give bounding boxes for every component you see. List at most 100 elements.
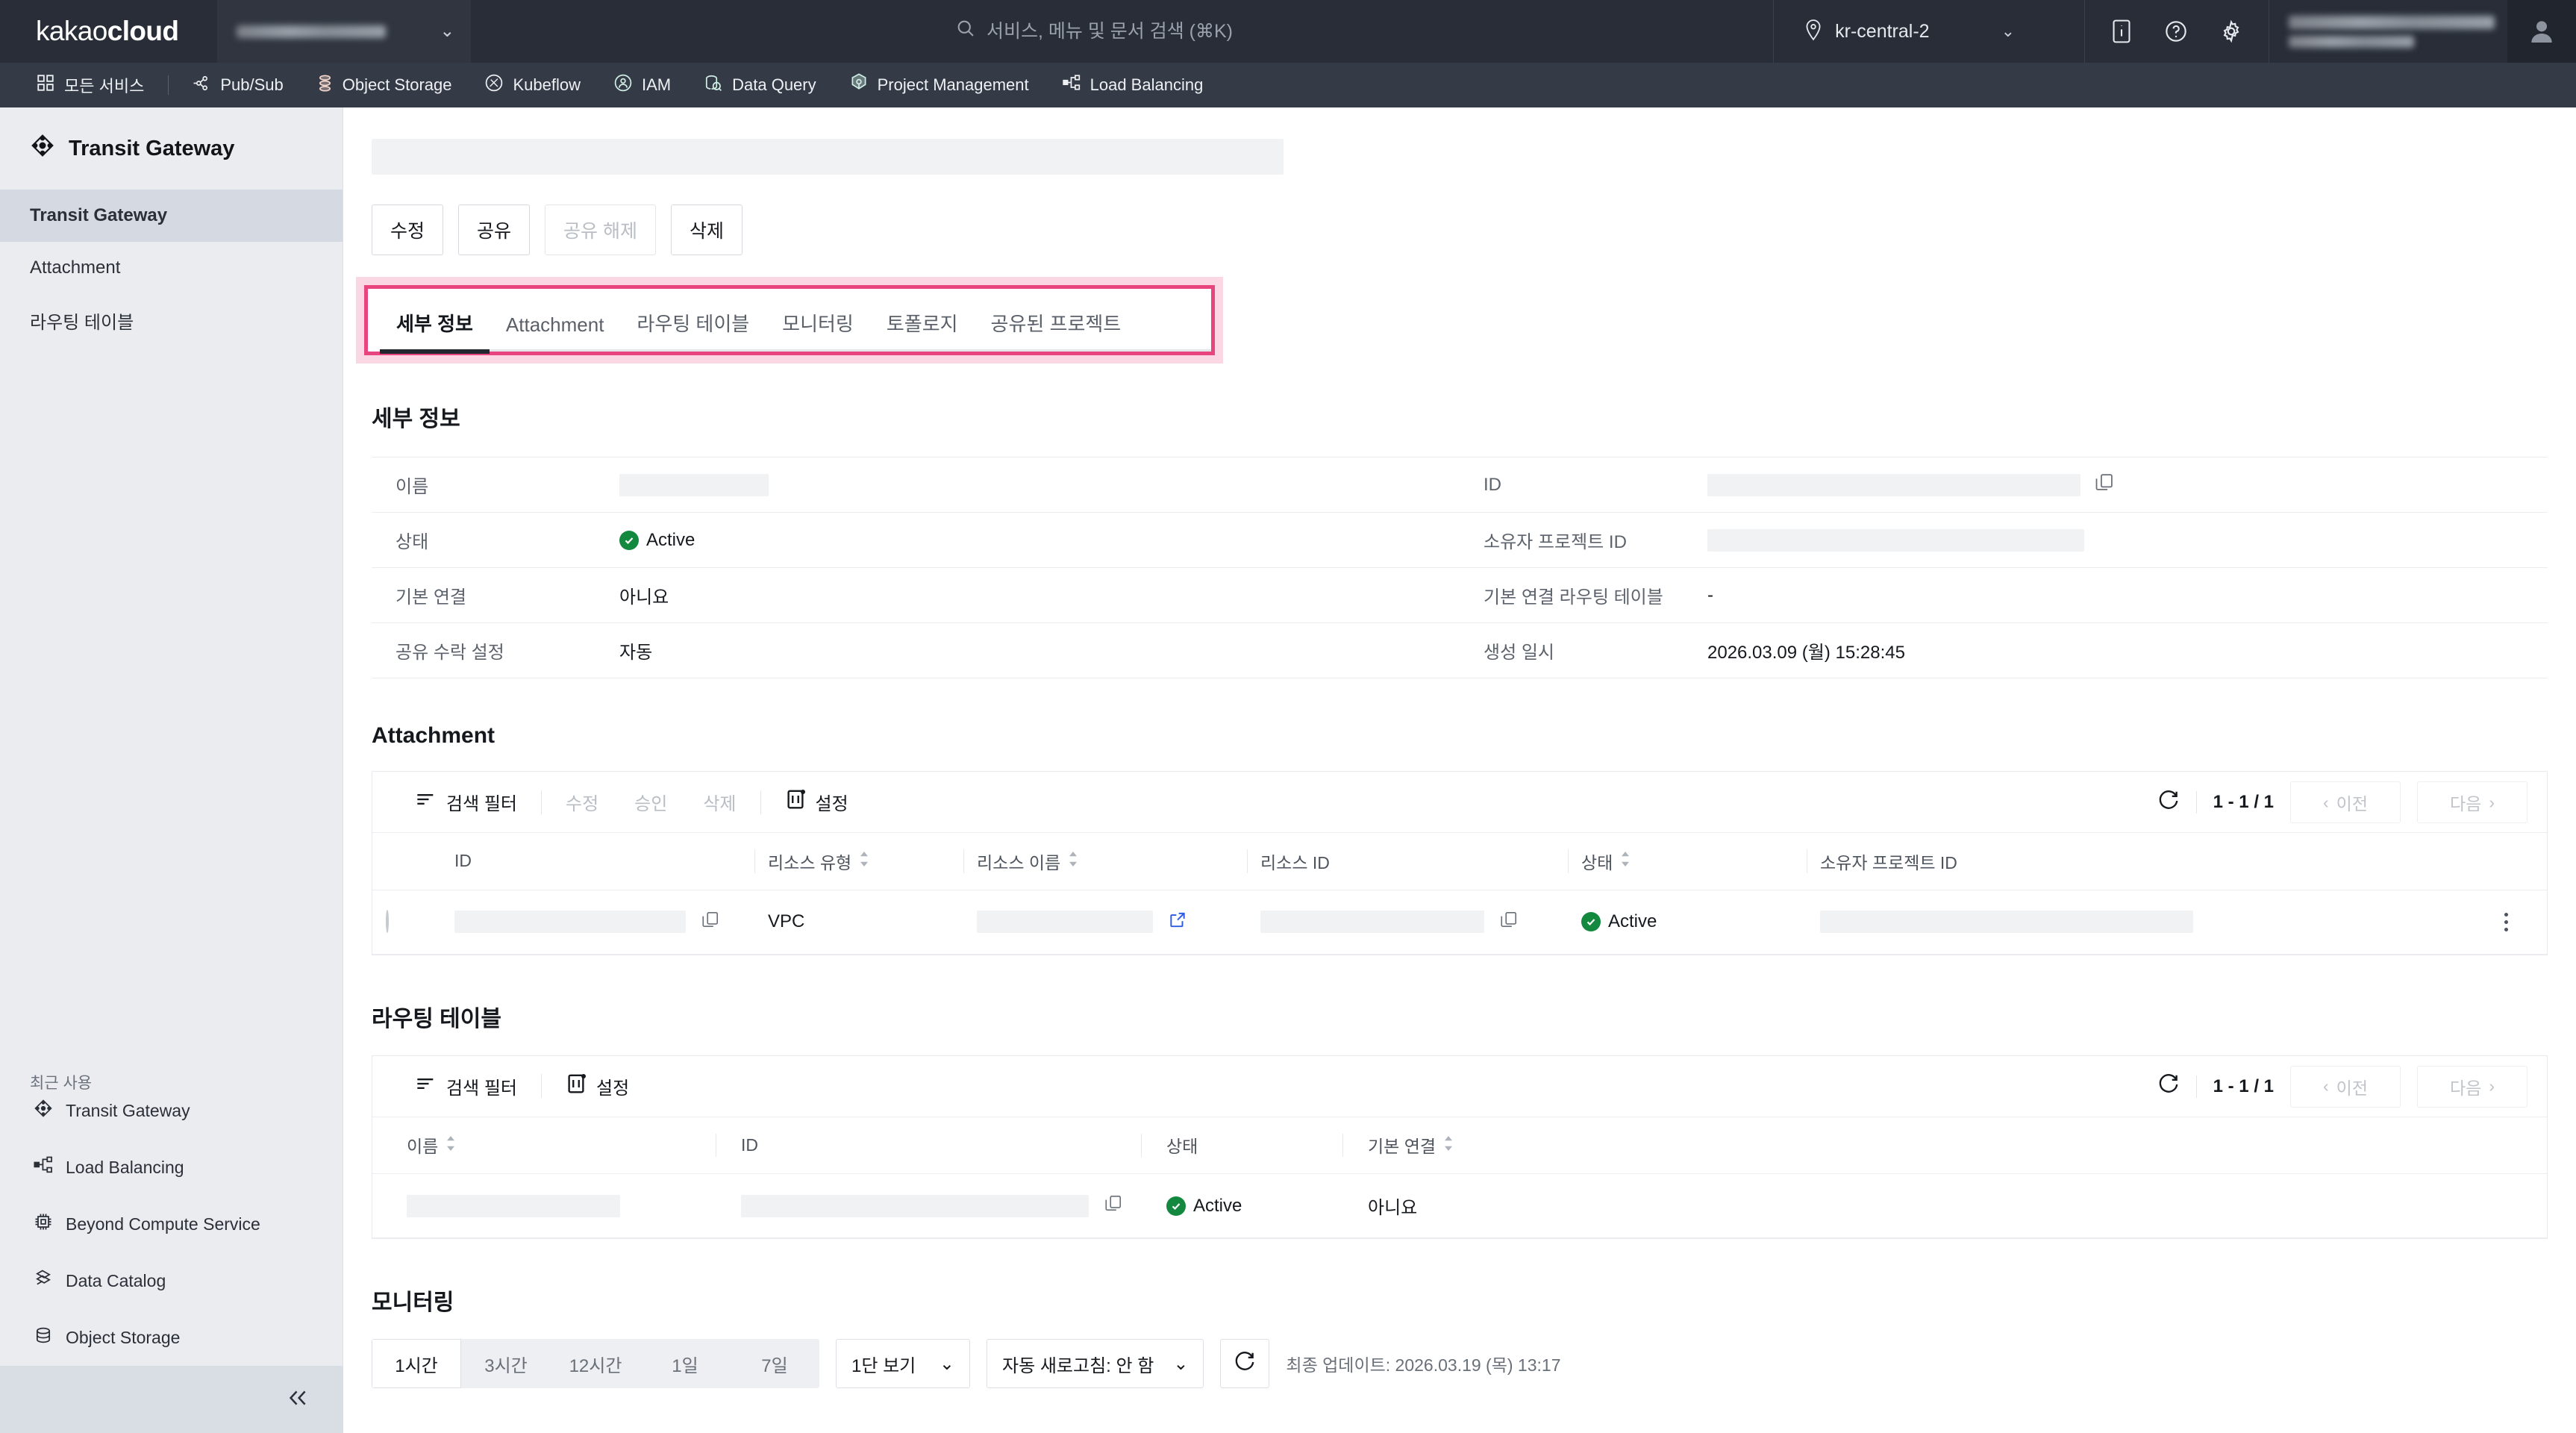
recent-item-transit-gateway[interactable]: Transit Gateway (0, 1082, 343, 1139)
cell-default-association: 아니요 (1342, 1173, 2547, 1238)
range-1d[interactable]: 1일 (672, 1355, 698, 1376)
region-selector[interactable]: kr-central-2 ⌄ (1773, 0, 2045, 63)
routing-table-panel: 검색 필터 설정 (372, 1055, 2548, 1239)
project-selector[interactable]: ⌄ (217, 0, 472, 63)
prev-label: 이전 (2336, 794, 2368, 814)
cell-row-actions[interactable] (2465, 890, 2547, 955)
search-filter-button[interactable]: 검색 필터 (398, 789, 535, 815)
copy-icon[interactable] (1104, 1193, 1123, 1218)
copy-icon[interactable] (701, 910, 720, 934)
tab-details[interactable]: 세부 정보 (380, 309, 490, 354)
cell-value-redacted (741, 1194, 1089, 1217)
recent-used-list: Transit Gateway Load Balancing Beyond Co… (0, 1082, 343, 1366)
info-doc-icon[interactable] (2110, 19, 2133, 44)
service-item-pubsub[interactable]: Pub/Sub (176, 63, 299, 107)
cell-value-redacted (977, 911, 1153, 933)
th-resource-type[interactable]: 리소스 유형 (754, 833, 963, 890)
chevron-down-icon: ⌄ (440, 21, 455, 41)
sidebar-item-label: Transit Gateway (30, 205, 168, 225)
header-icon-group (2084, 0, 2269, 63)
chevron-right-icon: › (2489, 792, 2495, 812)
service-item-project-management[interactable]: Project Management (833, 63, 1045, 107)
range-3h[interactable]: 3시간 (484, 1355, 528, 1376)
routing-table-settings-button[interactable]: 설정 (548, 1073, 647, 1100)
tab-attachment[interactable]: Attachment (505, 313, 604, 336)
th-default-association[interactable]: 기본 연결 (1342, 1117, 2547, 1174)
service-item-kubeflow[interactable]: Kubeflow (468, 63, 597, 107)
sort-icon (446, 1135, 456, 1155)
time-range-segmented: 1시간 3시간 12시간 1일 7일 (372, 1339, 819, 1388)
gear-icon[interactable] (2219, 19, 2243, 43)
all-services-button[interactable]: 모든 서비스 (19, 63, 160, 107)
range-1h[interactable]: 1시간 (372, 1339, 461, 1388)
search-filter-button[interactable]: 검색 필터 (398, 1073, 535, 1099)
settings-label: 설정 (596, 1078, 630, 1099)
row-select-cell[interactable] (372, 890, 441, 955)
account-info[interactable] (2269, 0, 2507, 63)
tab-routing-table[interactable]: 라우팅 테이블 (637, 313, 750, 335)
refresh-icon[interactable] (2157, 1073, 2180, 1099)
copy-icon[interactable] (2094, 472, 2115, 498)
copy-icon[interactable] (1499, 910, 1519, 934)
sidebar-item-routing-table[interactable]: 라우팅 테이블 (0, 294, 343, 346)
monitoring-refresh-button[interactable] (1220, 1339, 1270, 1388)
table-row[interactable]: Active 아니요 (372, 1173, 2547, 1238)
refresh-icon[interactable] (2157, 790, 2180, 816)
tab-shared-projects[interactable]: 공유된 프로젝트 (990, 313, 1122, 335)
column-view-select[interactable]: 1단 보기 ⌄ (836, 1339, 970, 1388)
transit-gateway-icon (30, 133, 55, 164)
service-item-iam[interactable]: IAM (597, 63, 687, 107)
recent-item-beyond-compute-service[interactable]: Beyond Compute Service (0, 1196, 343, 1252)
sort-icon (1620, 851, 1631, 871)
detail-value: 자동 (619, 643, 653, 663)
detail-label: 이름 (396, 477, 429, 497)
detail-value: - (1707, 584, 1713, 605)
th-name[interactable]: 이름 (372, 1117, 716, 1174)
table-row[interactable]: VPC (372, 890, 2547, 955)
service-label: Data Query (732, 75, 816, 94)
edit-button[interactable]: 수정 (372, 205, 444, 255)
service-item-object-storage[interactable]: Object Storage (300, 63, 469, 107)
global-search[interactable]: 서비스, 메뉴 및 문서 검색 (⌘K) (955, 16, 1233, 43)
help-icon[interactable] (2164, 19, 2188, 43)
chevron-down-icon: ⌄ (2001, 22, 2015, 40)
search-placeholder: 서비스, 메뉴 및 문서 검색 (⌘K) (987, 21, 1234, 42)
range-7d[interactable]: 7일 (761, 1355, 788, 1376)
kakaocloud-logo[interactable]: kakaocloud (36, 16, 179, 47)
avatar[interactable] (2507, 0, 2576, 63)
detail-row-owner-project-id: 소유자 프로젝트 ID (1460, 513, 2548, 568)
sidebar-collapse-button[interactable] (0, 1366, 343, 1433)
tab-bar: 세부 정보 Attachment 라우팅 테이블 모니터링 토폴로지 공유된 프… (368, 289, 1211, 354)
load-balancing-icon (33, 1155, 54, 1179)
recent-item-load-balancing[interactable]: Load Balancing (0, 1139, 343, 1196)
settings-columns-icon (785, 788, 806, 816)
sidebar-item-transit-gateway[interactable]: Transit Gateway (0, 190, 343, 242)
service-item-load-balancing[interactable]: Load Balancing (1045, 63, 1220, 107)
share-button[interactable]: 공유 (458, 205, 531, 255)
detail-row-name: 이름 (372, 458, 1460, 513)
th-owner-project-id: 소유자 프로젝트 ID (1807, 833, 2465, 890)
delete-button[interactable]: 삭제 (670, 205, 743, 255)
auto-refresh-select[interactable]: 자동 새로고침: 안 함 ⌄ (987, 1339, 1204, 1388)
th-resource-name[interactable]: 리소스 이름 (963, 833, 1247, 890)
row-menu-icon[interactable] (2478, 912, 2533, 931)
compute-icon (33, 1211, 54, 1237)
tab-monitoring[interactable]: 모니터링 (782, 313, 854, 335)
th-status[interactable]: 상태 (1568, 833, 1807, 890)
row-radio[interactable] (386, 910, 389, 933)
range-12h[interactable]: 12시간 (569, 1355, 622, 1376)
status-badge: Active (1166, 1196, 1329, 1217)
th-status: 상태 (1141, 1117, 1342, 1174)
last-updated-text: 최종 업데이트: 2026.03.19 (목) 13:17 (1286, 1355, 1561, 1375)
status-badge: Active (1581, 911, 1793, 932)
recent-item-data-catalog[interactable]: Data Catalog (0, 1252, 343, 1309)
tab-topology[interactable]: 토폴로지 (886, 313, 958, 335)
sidebar-item-attachment[interactable]: Attachment (0, 242, 343, 294)
recent-item-object-storage[interactable]: Object Storage (0, 1309, 343, 1366)
divider (2195, 1075, 2197, 1098)
pubsub-icon (193, 74, 211, 97)
service-item-data-query[interactable]: Data Query (687, 63, 833, 107)
external-link-icon[interactable] (1168, 910, 1187, 934)
attachment-settings-button[interactable]: 설정 (767, 788, 866, 816)
top-bar: kakaocloud ⌄ 서비스, 메뉴 및 문서 검색 (⌘K) kr-cen… (0, 0, 2576, 63)
